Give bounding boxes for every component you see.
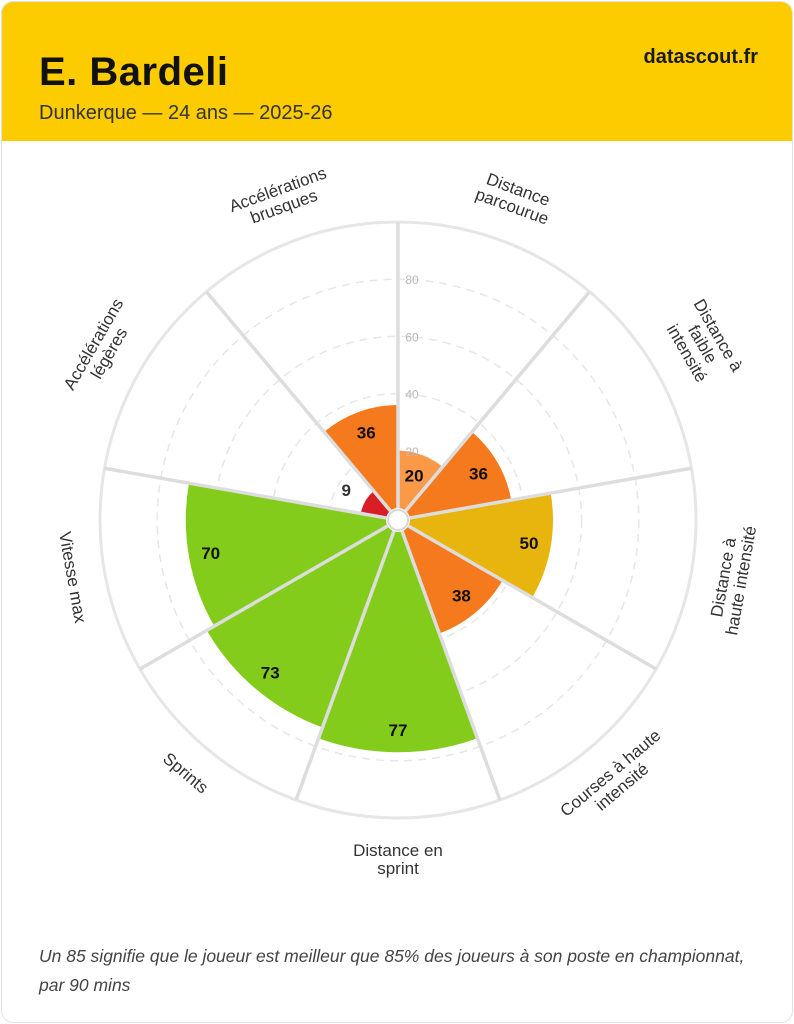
value-label: 70 — [201, 544, 220, 563]
bar-7 — [185, 483, 388, 627]
category-label-7: Vitesse max — [55, 530, 90, 625]
category-label-line: Distance en — [353, 841, 443, 860]
separator-spoke — [400, 530, 502, 801]
separator-spoke — [104, 466, 387, 520]
separator-spoke — [139, 524, 389, 671]
ring-label: 40 — [405, 388, 419, 402]
bar-4 — [402, 526, 503, 634]
header: E. Bardeli Dunkerque — 24 ans — 2025-26 … — [2, 2, 792, 141]
bar-3 — [408, 493, 553, 598]
value-label: 36 — [469, 465, 488, 484]
ring-label: 20 — [405, 445, 419, 459]
category-label-line: Sprints — [159, 749, 212, 798]
player-subtitle: Dunkerque — 24 ans — 2025-26 — [39, 102, 333, 124]
brand-link[interactable]: datascout.fr — [643, 46, 758, 68]
category-label-line: Vitesse max — [55, 530, 90, 625]
bar-8 — [360, 491, 391, 518]
bar-1 — [398, 450, 443, 511]
ring-label: 60 — [405, 330, 419, 344]
center-hub — [387, 509, 409, 531]
category-label-6: Sprints — [159, 749, 212, 798]
polar-bar-chart: 20 40 60 80 20 36 50 38 77 73 70 9 36 Distanceparcour… — [55, 163, 760, 878]
value-label: 77 — [389, 721, 408, 740]
separator-spoke — [205, 290, 392, 512]
bar-2 — [405, 431, 512, 518]
footnote: Un 85 signifie que le joueur est meilleu… — [39, 946, 745, 995]
separator-spoke — [409, 466, 692, 520]
value-label: 38 — [452, 587, 471, 606]
bar-9 — [324, 405, 398, 511]
bar-6 — [206, 526, 394, 728]
value-label: 73 — [261, 663, 280, 682]
ring-label: 80 — [405, 273, 419, 287]
value-label: 9 — [342, 481, 351, 500]
separator-spoke — [294, 530, 396, 801]
value-label: 20 — [405, 467, 424, 486]
bar-5 — [318, 531, 478, 753]
player-name: E. Bardeli — [39, 50, 229, 94]
value-label: 36 — [357, 424, 376, 443]
separator-spoke — [407, 524, 657, 671]
separator-spoke — [404, 290, 591, 512]
category-label-line: sprint — [377, 859, 419, 878]
value-label: 50 — [520, 534, 539, 553]
